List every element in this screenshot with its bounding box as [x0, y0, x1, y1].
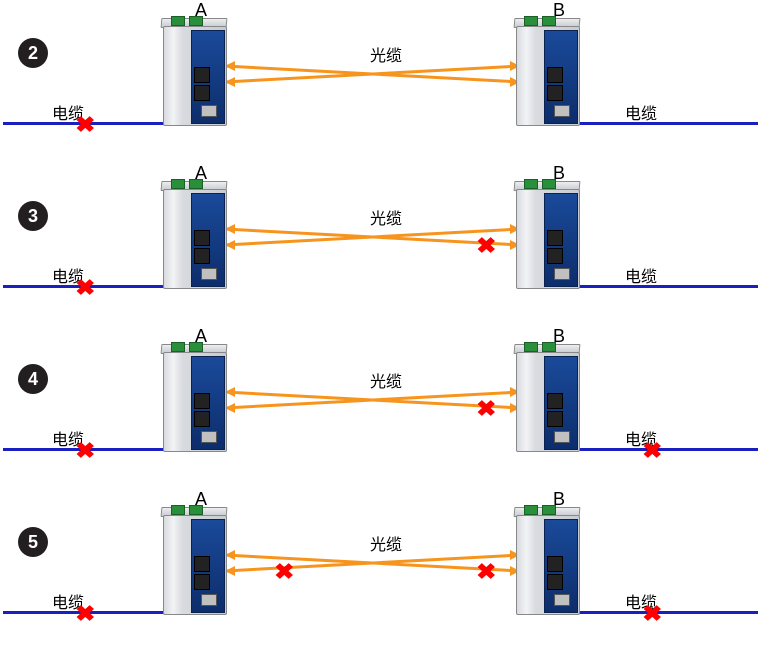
- scenario-badge: 5: [18, 527, 48, 557]
- fiber-label: 光缆: [370, 205, 402, 229]
- fiber-lines: [0, 163, 763, 323]
- scenario-row: 3 A B 光缆 电缆 电缆: [0, 163, 763, 323]
- scenario-badge: 4: [18, 364, 48, 394]
- device-a: [155, 18, 235, 128]
- cable-right-line: [568, 285, 758, 288]
- scenario-row: 2 A B 光缆 电缆 电缆: [0, 0, 763, 160]
- fault-cross-icon: ✖: [75, 112, 95, 138]
- fault-cross-icon: ✖: [274, 559, 294, 585]
- scenario-badge: 2: [18, 38, 48, 68]
- fault-cross-icon: ✖: [642, 438, 662, 464]
- scenario-row: 4 A B 光缆 电缆 电缆: [0, 326, 763, 486]
- cable-right-line: [568, 122, 758, 125]
- device-a: [155, 344, 235, 454]
- fault-cross-icon: ✖: [75, 275, 95, 301]
- fault-cross-icon: ✖: [476, 233, 496, 259]
- fiber-lines: [0, 0, 763, 160]
- scenario-badge: 3: [18, 201, 48, 231]
- device-a: [155, 507, 235, 617]
- device-b: [508, 344, 588, 454]
- device-b: [508, 181, 588, 291]
- fiber-label: 光缆: [370, 368, 402, 392]
- cable-right-line: [568, 611, 758, 614]
- cable-right-label: 电缆: [625, 263, 657, 287]
- device-b: [508, 507, 588, 617]
- fault-cross-icon: ✖: [75, 601, 95, 627]
- diagram-container: 2 A B 光缆 电缆 电缆: [0, 0, 763, 654]
- device-b: [508, 18, 588, 128]
- fault-cross-icon: ✖: [75, 438, 95, 464]
- fiber-label: 光缆: [370, 42, 402, 66]
- device-a: [155, 181, 235, 291]
- fault-cross-icon: ✖: [476, 396, 496, 422]
- cable-right-line: [568, 448, 758, 451]
- scenario-row: 5 A B 光缆 电缆 电缆: [0, 489, 763, 649]
- fiber-label: 光缆: [370, 531, 402, 555]
- fault-cross-icon: ✖: [476, 559, 496, 585]
- fault-cross-icon: ✖: [642, 601, 662, 627]
- cable-right-label: 电缆: [625, 100, 657, 124]
